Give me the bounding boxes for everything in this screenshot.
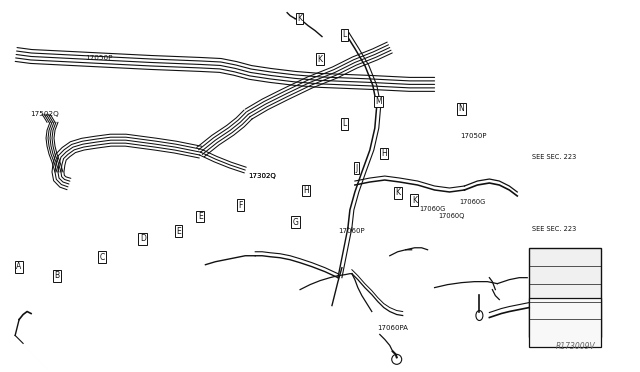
Text: L: L <box>342 30 346 39</box>
Text: 17302Q: 17302Q <box>248 173 276 179</box>
Text: 17050P: 17050P <box>460 133 487 139</box>
Text: 17060P: 17060P <box>338 228 364 234</box>
Text: 17302Q: 17302Q <box>248 173 276 179</box>
Bar <box>529 298 601 347</box>
Text: M: M <box>375 97 382 106</box>
Text: E: E <box>198 212 202 221</box>
Text: H: H <box>381 149 387 158</box>
Text: 17060Q: 17060Q <box>438 214 465 219</box>
Text: K: K <box>412 196 417 205</box>
Text: 17060G: 17060G <box>419 206 445 212</box>
Circle shape <box>392 355 402 364</box>
Text: L: L <box>342 119 346 128</box>
Text: K: K <box>396 188 400 197</box>
Text: N: N <box>459 105 465 113</box>
Text: SEE SEC. 223: SEE SEC. 223 <box>532 154 576 160</box>
Text: 17060G: 17060G <box>459 199 485 205</box>
Text: 17060PA: 17060PA <box>378 325 408 331</box>
Text: K: K <box>297 14 302 23</box>
Text: J: J <box>356 164 358 173</box>
Ellipse shape <box>476 311 483 321</box>
Text: G: G <box>293 218 299 227</box>
Text: B: B <box>55 271 60 280</box>
Text: SEE SEC. 223: SEE SEC. 223 <box>532 226 576 232</box>
Bar <box>529 248 601 337</box>
Text: 17502Q: 17502Q <box>30 111 59 117</box>
Text: 17050P: 17050P <box>85 55 113 61</box>
Text: D: D <box>140 234 146 243</box>
Text: C: C <box>99 253 104 262</box>
Text: E: E <box>176 227 181 236</box>
Text: R173009V: R173009V <box>556 341 596 350</box>
Text: F: F <box>238 201 243 210</box>
Text: K: K <box>317 55 323 64</box>
Text: H: H <box>303 186 309 195</box>
Text: A: A <box>17 262 22 271</box>
